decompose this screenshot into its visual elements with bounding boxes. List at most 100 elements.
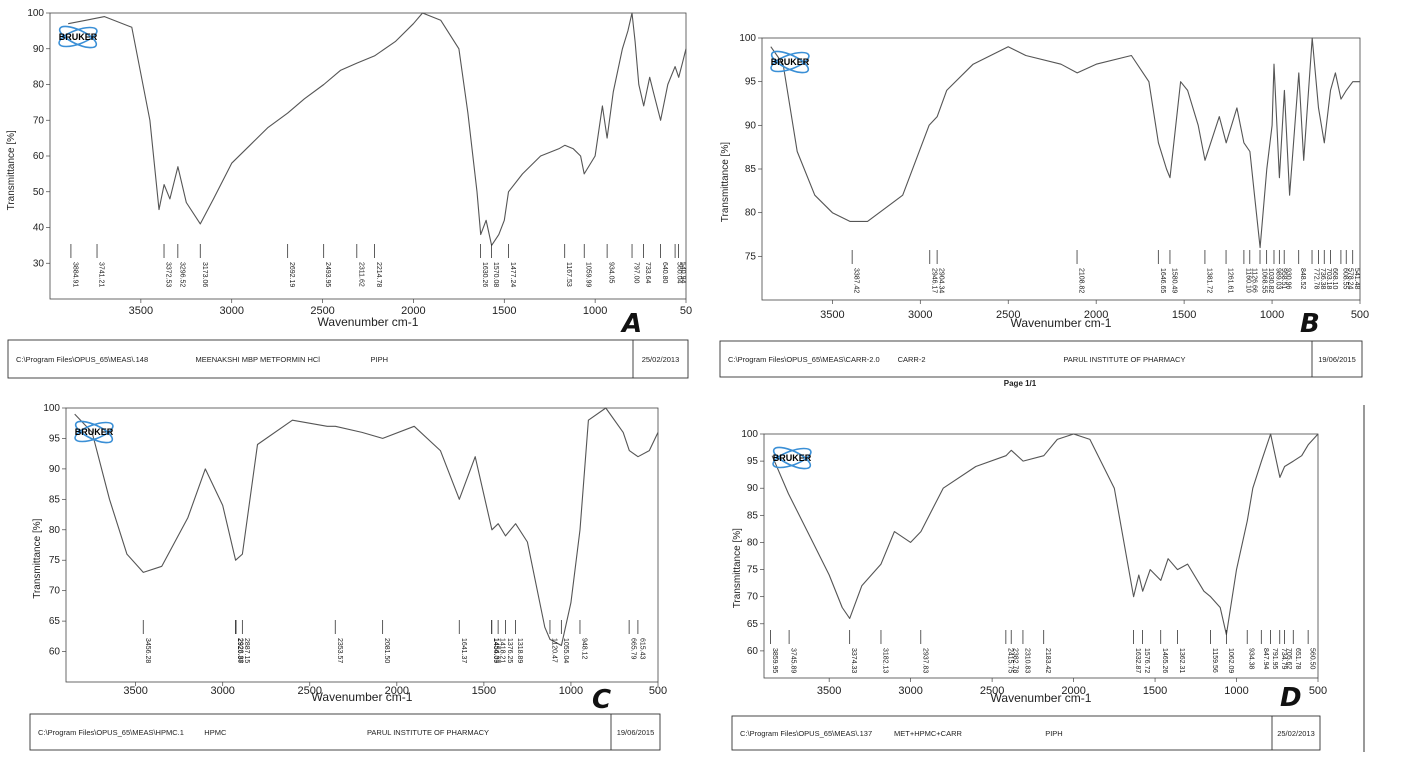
peak-label: 1630.26 [481,262,488,287]
peak-label: 668.10 [1331,268,1338,290]
y-axis: 75 80 85 90 95 100 [739,33,762,262]
peak-label: 1465.26 [1161,648,1168,673]
peak-label: 736.38 [1319,268,1326,290]
footer-sample: HPMC [204,728,227,737]
peak-label: 1456.09 [492,638,499,663]
y-tick-label: 70 [49,586,61,597]
panel-letter: C [592,685,611,715]
peak-label: 2692.19 [288,262,295,287]
x-tick-label: 3000 [219,305,243,317]
peak-label: 3387.42 [853,268,860,293]
y-axis-label: Transmittance [%] [6,130,17,210]
peak-labels: 3859.95 3745.89 3374.33 3182.13 2937.83 2415.… [770,630,1316,673]
peak-label: 1418.21 [499,638,506,663]
y-tick-label: 95 [49,433,61,444]
peak-label: 705.62 [1285,648,1292,670]
footer-date: 19/06/2015 [1318,355,1356,364]
x-axis: 3500 3000 2500 2000 1500 1000 500 [817,678,1327,697]
peak-label: 2310.83 [1023,648,1030,673]
peak-label: 1570.08 [492,262,499,287]
x-tick-label: 2500 [298,685,322,697]
x-tick-label: 3500 [820,309,844,321]
y-tick-label: 95 [747,456,759,467]
x-tick-label: 500 [649,685,667,697]
y-tick-label: 75 [747,565,759,576]
bruker-logo: BRUKER [58,25,98,49]
peak-label: 640.80 [661,262,668,284]
footer-sample: MET+HPMC+CARR [894,729,963,738]
spectrum-line [771,433,1319,636]
peak-label: 772.78 [1313,268,1320,290]
peak-label: 1062.09 [1227,648,1234,673]
x-tick-label: 2000 [401,305,425,317]
x-tick-label: 1500 [1143,685,1167,697]
x-axis-label: Wavenumber cm-1 [318,315,419,329]
x-tick-label: 50 [680,305,692,317]
panel-letter: A [620,309,642,339]
y-tick-label: 80 [33,80,45,91]
x-tick-label: 2500 [996,309,1020,321]
logo-orbit [74,421,114,443]
peak-label: 2353.57 [336,638,343,663]
peak-label: 3372.53 [165,262,172,287]
bruker-logo: BRUKER [74,420,114,444]
peak-label: 665.79 [630,638,637,660]
panel-a: 30 40 50 60 70 80 90 100 Transmittance [%] 3500 30… [6,8,692,379]
logo-orbit [74,420,114,444]
peak-label: 1376.25 [506,638,513,663]
y-tick-label: 90 [745,120,757,131]
footer-box: C:\Program Files\OPUS_65\MEAS\HPMC.1 HPMC… [29,713,661,751]
peak-label: 989.03 [1274,268,1281,290]
x-axis-label: Wavenumber cm-1 [991,691,1092,705]
peak-label: 2493.95 [324,262,331,287]
peak-label: 1159.56 [1211,648,1218,673]
x-tick-label: 1500 [472,685,496,697]
footer-date: 25/02/2013 [1277,729,1315,738]
peak-label: 2946.17 [930,268,937,293]
peak-label: 1454.37 [492,638,499,663]
spectrum-line [770,37,1360,249]
y-axis-label: Transmittance [%] [32,518,43,598]
peak-label: 3296.52 [178,262,185,287]
x-tick-label: 3000 [898,685,922,697]
x-tick-label: 2000 [1061,685,1085,697]
y-tick-label: 75 [745,251,757,262]
footer-frame [7,339,689,379]
footer-box: C:\Program Files\OPUS_65\MEAS\CARR-2.0 CA… [719,340,1363,378]
peak-label: 3745.89 [790,648,797,673]
x-tick-label: 2000 [1084,309,1108,321]
peak-label: 541.48 [1353,268,1360,290]
y-tick-label: 100 [27,8,44,19]
peak-label: 848.52 [1299,268,1306,290]
x-tick-label: 500 [1351,309,1369,321]
peak-label: 2923.38 [237,638,244,663]
x-tick-label: 3500 [123,685,147,697]
peak-label: 948.12 [580,638,587,660]
y-tick-label: 70 [33,115,45,126]
peak-label: 3374.33 [850,648,857,673]
peak-label: 733.64 [644,262,651,284]
peak-label: 2382.78 [1012,648,1019,673]
y-tick-label: 80 [745,208,757,219]
y-tick-label: 90 [747,483,759,494]
peak-label: 2214.78 [375,262,382,287]
x-axis-label: Wavenumber cm-1 [312,690,413,704]
peak-label: 2926.87 [236,638,243,663]
footer-operator: PIPH [1045,729,1063,738]
logo-orbit [772,446,812,470]
peak-label: 1059.99 [585,262,592,287]
plot-frame [65,407,659,683]
y-tick-label: 75 [49,555,61,566]
peak-label: 934.05 [608,262,615,284]
peak-label: 1261.61 [1227,268,1234,293]
peak-label: 1030.82 [1267,268,1274,293]
x-axis: 3500 3000 2500 2000 1500 1000 500 [123,682,667,697]
x-tick-label: 1500 [1172,309,1196,321]
peak-label: 1477.24 [509,262,516,287]
peak-label: 1632.87 [1134,648,1141,673]
peak-label: 3884.91 [71,262,78,287]
spectrum-line [68,12,687,246]
logo-text: BRUKER [771,57,810,67]
peak-label: 847.94 [1262,648,1269,670]
